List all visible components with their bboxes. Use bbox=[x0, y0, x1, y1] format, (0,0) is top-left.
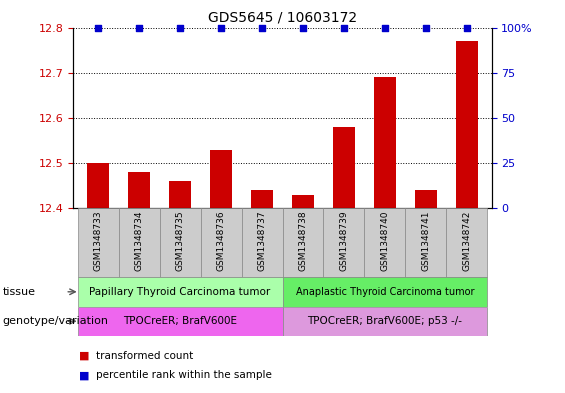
Point bbox=[176, 24, 185, 31]
Point bbox=[298, 24, 307, 31]
Bar bbox=[446, 208, 488, 277]
Bar bbox=[241, 208, 282, 277]
Bar bbox=[282, 277, 488, 307]
Bar bbox=[87, 163, 109, 208]
Text: GSM1348742: GSM1348742 bbox=[463, 210, 471, 271]
Bar bbox=[456, 41, 478, 208]
Point bbox=[216, 24, 225, 31]
Title: GDS5645 / 10603172: GDS5645 / 10603172 bbox=[208, 11, 357, 25]
Text: ■: ■ bbox=[79, 370, 90, 380]
Text: Papillary Thyroid Carcinoma tumor: Papillary Thyroid Carcinoma tumor bbox=[89, 287, 271, 297]
Bar bbox=[128, 172, 150, 208]
Bar bbox=[119, 208, 159, 277]
Bar bbox=[324, 208, 364, 277]
Text: GSM1348737: GSM1348737 bbox=[258, 210, 267, 271]
Text: GSM1348738: GSM1348738 bbox=[298, 210, 307, 271]
Text: GSM1348735: GSM1348735 bbox=[176, 210, 185, 271]
Point bbox=[462, 24, 471, 31]
Text: ■: ■ bbox=[79, 351, 90, 361]
Text: Anaplastic Thyroid Carcinoma tumor: Anaplastic Thyroid Carcinoma tumor bbox=[295, 287, 474, 297]
Bar bbox=[169, 181, 192, 208]
Point bbox=[134, 24, 144, 31]
Text: genotype/variation: genotype/variation bbox=[3, 316, 109, 326]
Bar bbox=[282, 208, 324, 277]
Bar bbox=[373, 77, 396, 208]
Point bbox=[94, 24, 103, 31]
Text: transformed count: transformed count bbox=[96, 351, 193, 361]
Text: TPOCreER; BrafV600E: TPOCreER; BrafV600E bbox=[123, 316, 237, 326]
Text: GSM1348740: GSM1348740 bbox=[380, 210, 389, 271]
Bar bbox=[292, 195, 314, 208]
Text: tissue: tissue bbox=[3, 287, 36, 297]
Text: TPOCreER; BrafV600E; p53 -/-: TPOCreER; BrafV600E; p53 -/- bbox=[307, 316, 463, 326]
Text: GSM1348736: GSM1348736 bbox=[216, 210, 225, 271]
Text: GSM1348734: GSM1348734 bbox=[134, 210, 144, 271]
Text: GSM1348739: GSM1348739 bbox=[340, 210, 349, 271]
Bar bbox=[333, 127, 355, 208]
Bar bbox=[77, 277, 282, 307]
Bar bbox=[251, 190, 273, 208]
Bar bbox=[415, 190, 437, 208]
Bar bbox=[364, 208, 406, 277]
Bar bbox=[210, 150, 232, 208]
Point bbox=[258, 24, 267, 31]
Bar bbox=[201, 208, 241, 277]
Text: GSM1348741: GSM1348741 bbox=[421, 210, 431, 271]
Bar bbox=[77, 307, 282, 336]
Text: GSM1348733: GSM1348733 bbox=[94, 210, 102, 271]
Point bbox=[380, 24, 389, 31]
Bar bbox=[406, 208, 446, 277]
Bar bbox=[282, 307, 488, 336]
Bar bbox=[77, 208, 119, 277]
Bar bbox=[159, 208, 201, 277]
Text: percentile rank within the sample: percentile rank within the sample bbox=[96, 370, 272, 380]
Point bbox=[340, 24, 349, 31]
Point bbox=[421, 24, 431, 31]
